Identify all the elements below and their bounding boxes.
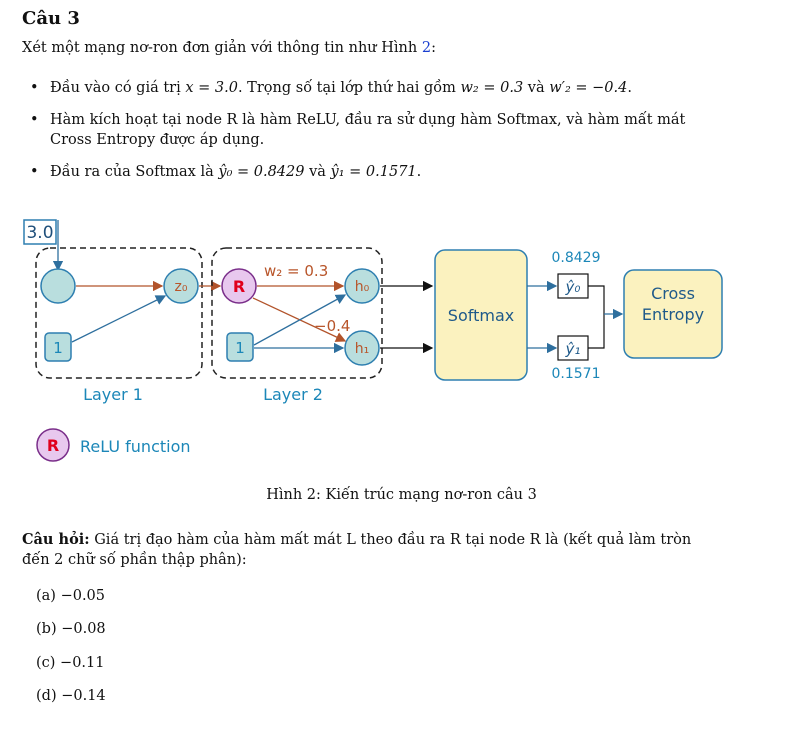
w2-prime-label: −0.4 <box>314 317 350 335</box>
w2-equation: w₂ = 0.3 <box>460 80 524 96</box>
h1-label: h₁ <box>355 341 370 357</box>
option-a[interactable]: (a) −0.05 <box>36 588 105 604</box>
y0-equation: ŷ₀ = 0.8429 <box>218 164 305 180</box>
intro-text: Xét một mạng nơ-ron đơn giản với thông t… <box>22 38 436 58</box>
layer2-box <box>211 247 383 379</box>
question-label: Câu hỏi: <box>22 531 90 548</box>
layer2-label: Layer 2 <box>263 385 323 404</box>
bullet1-text1: Đầu vào có giá trị <box>50 80 186 96</box>
y1-box <box>557 335 589 361</box>
y0-label: ŷ₀ <box>565 278 581 296</box>
option-c-value: −0.11 <box>60 655 105 671</box>
figure-ref-link[interactable]: 2 <box>421 40 432 56</box>
legend-relu-symbol: R <box>47 436 59 455</box>
relu-node <box>221 268 257 304</box>
option-b[interactable]: (b) −0.08 <box>36 621 106 637</box>
bias1-label: 1 <box>53 339 63 357</box>
network-diagram: 3.0 1 z₀ R 1 h₀ h₁ w₂ = 0.3 −0.4 Softmax… <box>23 219 723 462</box>
option-a-value: −0.05 <box>60 588 106 604</box>
w2-prime-equation: w′₂ = −0.4 <box>549 80 628 96</box>
bias2-node <box>226 332 254 362</box>
option-b-label: (b) <box>36 621 57 637</box>
layer1-label: Layer 1 <box>83 385 143 404</box>
y1-label: ŷ₁ <box>565 340 581 358</box>
legend-relu-icon <box>36 428 70 462</box>
merge-bracket <box>588 285 605 349</box>
question-line1: Giá trị đạo hàm của hàm mất mát L theo đ… <box>89 532 692 548</box>
figure-caption: Hình 2: Kiến trúc mạng nơ-ron câu 3 <box>266 487 537 503</box>
option-c-label: (c) <box>36 655 56 671</box>
bullet-softmax: Đầu ra của Softmax là ŷ₀ = 0.8429 và ŷ₁ … <box>30 162 730 182</box>
question-heading: Câu 3 <box>22 8 80 29</box>
bullet-input: Đầu vào có giá trị x = 3.0. Trọng số tại… <box>30 78 730 98</box>
input-value: 3.0 <box>26 223 53 243</box>
legend-relu-text: ReLU function <box>80 437 191 456</box>
cross-entropy-line1: Cross <box>651 284 695 303</box>
bullet-activation: Hàm kích hoạt tại node R là hàm ReLU, đầ… <box>30 110 730 150</box>
bullet3-text3: . <box>416 164 422 180</box>
cross-entropy-box <box>623 269 723 359</box>
input-box <box>23 219 57 245</box>
z0-label: z₀ <box>175 279 188 295</box>
y0-value: 0.8429 <box>552 250 601 266</box>
softmax-box <box>434 249 528 381</box>
input-node <box>40 268 76 304</box>
option-a-label: (a) <box>36 588 56 604</box>
softmax-label: Softmax <box>448 306 514 325</box>
y0-box <box>557 273 589 299</box>
option-d-label: (d) <box>36 688 57 704</box>
option-d-value: −0.14 <box>61 688 106 704</box>
question-text: Câu hỏi: Giá trị đạo hàm của hàm mất mát… <box>22 530 762 570</box>
y1-equation: ŷ₁ = 0.1571 <box>330 164 417 180</box>
bullet2-line1: Hàm kích hoạt tại node R là hàm ReLU, đầ… <box>50 112 686 128</box>
w2-label: w₂ = 0.3 <box>264 262 328 280</box>
layer1-box <box>35 247 203 379</box>
y1-value: 0.1571 <box>552 366 601 382</box>
edge-bias2-h0 <box>253 294 347 346</box>
bullet1-text3: và <box>523 80 550 96</box>
question-line2: đến 2 chữ số phần thập phân): <box>22 552 247 568</box>
z0-node <box>163 268 199 304</box>
intro-before: Xét một mạng nơ-ron đơn giản với thông t… <box>22 40 422 56</box>
h1-node <box>344 330 380 366</box>
bullet1-text4: . <box>627 80 632 96</box>
bullet2-line2: Cross Entropy được áp dụng. <box>50 132 265 148</box>
bullet1-text2: . Trọng số tại lớp thứ hai gồm <box>237 80 461 96</box>
cross-entropy-line2: Entropy <box>642 305 704 324</box>
bias2-label: 1 <box>235 339 245 357</box>
option-c[interactable]: (c) −0.11 <box>36 655 104 671</box>
option-b-value: −0.08 <box>61 621 106 637</box>
relu-node-label: R <box>233 277 245 296</box>
h0-node <box>344 268 380 304</box>
x-equation: x = 3.0 <box>185 80 238 96</box>
bullet3-text1: Đầu ra của Softmax là <box>50 164 219 180</box>
bias1-node <box>44 332 72 362</box>
edge-bias1-z0 <box>71 295 167 343</box>
h0-label: h₀ <box>355 279 370 295</box>
intro-after: : <box>431 40 436 56</box>
bullet3-text2: và <box>304 164 331 180</box>
option-d[interactable]: (d) −0.14 <box>36 688 106 704</box>
edge-r-h1 <box>252 297 347 342</box>
